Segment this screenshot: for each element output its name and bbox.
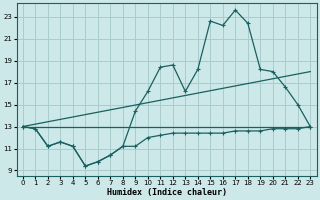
X-axis label: Humidex (Indice chaleur): Humidex (Indice chaleur) [107, 188, 227, 197]
